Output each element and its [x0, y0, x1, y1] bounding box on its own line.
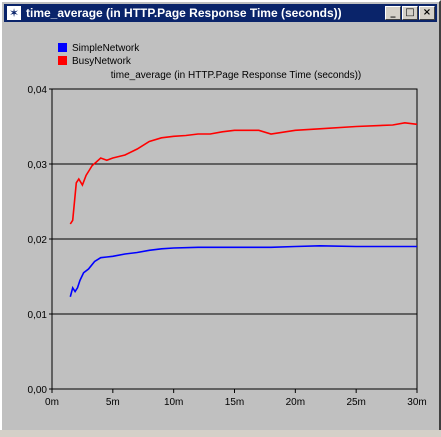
y-tick-label-3: 0,03	[28, 160, 48, 171]
x-tick-label-4: 20m	[286, 397, 305, 408]
y-tick-label-1: 0,01	[28, 310, 48, 321]
x-tick-label-3: 15m	[225, 397, 244, 408]
series-line-busynetwork	[69, 121, 418, 225]
legend-label-busy-network: BusyNetwork	[72, 56, 132, 67]
window-title: time_average (in HTTP.Page Response Time…	[26, 6, 342, 20]
legend: SimpleNetwork BusyNetwork	[58, 43, 140, 67]
title-bar[interactable]: ✶ time_average (in HTTP.Page Response Ti…	[4, 4, 437, 22]
x-tick-label-2: 10m	[164, 397, 183, 408]
bottom-strip	[0, 430, 441, 436]
y-tick-label-0: 0,00	[28, 385, 48, 396]
legend-swatch-busy-network	[58, 56, 67, 65]
maximize-button[interactable]: □	[402, 6, 418, 20]
chart-area: SimpleNetwork BusyNetwork time_average (…	[4, 22, 437, 432]
legend-swatch-simple-network	[58, 43, 67, 52]
line-chart: SimpleNetwork BusyNetwork time_average (…	[4, 22, 437, 432]
plot-area: 0,00 0,01 0,02 0,03 0,04 0m 5m 10m 15m 20m 25m 30m	[28, 85, 427, 408]
x-tick-label-5: 25m	[346, 397, 365, 408]
minimize-button[interactable]: _	[385, 6, 401, 20]
star-icon[interactable]: ✶	[7, 6, 21, 20]
x-tick-label-0: 0m	[45, 397, 59, 408]
y-tick-label-2: 0,02	[28, 235, 48, 246]
close-button[interactable]: ×	[419, 6, 435, 20]
legend-label-simple-network: SimpleNetwork	[72, 43, 140, 54]
x-tick-label-6: 30m	[407, 397, 426, 408]
chart-title: time_average (in HTTP.Page Response Time…	[111, 70, 361, 81]
y-tick-label-4: 0,04	[28, 85, 48, 96]
chart-background	[4, 22, 437, 432]
series-line-simplenetwork	[69, 244, 417, 298]
x-tick-label-1: 5m	[106, 397, 120, 408]
